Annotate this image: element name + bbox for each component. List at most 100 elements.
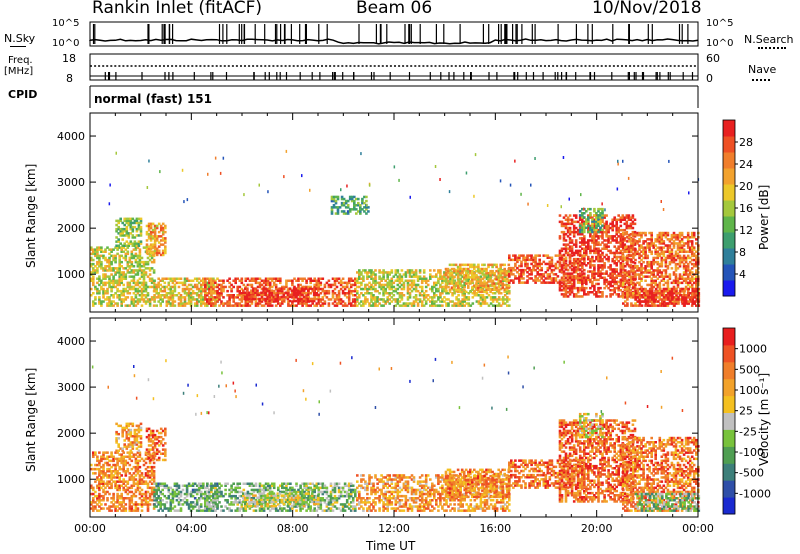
heatmap-cell [686,265,690,268]
heatmap-cell [140,275,144,278]
heatmap-cell [159,296,162,299]
heatmap-cell [274,299,277,303]
heatmap-cell [678,260,682,264]
heatmap-cell [157,241,161,244]
heatmap-cell [102,267,105,270]
heatmap-cell [456,267,460,271]
heatmap-cell [558,284,562,288]
heatmap-cell [560,257,564,261]
heatmap-cell [670,238,674,241]
heatmap-cell [153,228,157,232]
heatmap-cell [349,285,353,289]
heatmap-cell [583,241,586,244]
heatmap-cell [330,208,334,211]
heatmap-cell [554,273,558,276]
heatmap-cell [650,231,653,235]
heatmap-cell [370,300,373,303]
heatmap-cell [388,302,391,305]
heatmap-cell [648,300,652,303]
heatmap-cell [485,274,488,277]
heatmap-cell [654,300,657,303]
heatmap-cell [159,294,162,297]
heatmap-cell [246,302,250,305]
heatmap-cell [467,279,471,282]
heatmap-cell [692,265,696,268]
heatmap-cell [650,260,653,264]
freq-series [90,65,698,80]
heatmap-cell [656,277,660,280]
heatmap-cell [558,251,562,255]
heatmap-cell [412,283,416,287]
heatmap-cell [347,294,351,297]
heatmap-cell [130,285,134,289]
heatmap-cell [507,269,511,273]
heatmap-cell [104,258,107,262]
heatmap-cell [574,262,578,265]
heatmap-cell [564,258,568,262]
heatmap-cell [327,285,331,289]
heatmap-cell [576,268,580,272]
heatmap-cell [345,285,349,289]
heatmap-cell [161,294,164,297]
heatmap-cell [581,216,584,219]
heatmap-cell [475,276,478,279]
heatmap-cell [195,304,199,307]
heatmap-cell [416,277,420,280]
heatmap-cell [526,266,529,270]
heatmap-cell [128,271,132,274]
heatmap-cell [202,296,205,299]
heatmap-cell [463,296,466,299]
heatmap-cell [566,247,570,250]
heatmap-cell [609,274,612,277]
heatmap-cell [583,212,586,215]
heatmap-cell [574,249,578,253]
heatmap-cell [339,287,343,291]
heatmap-cell [650,296,654,299]
heatmap-cell [230,287,233,291]
heatmap-cell [116,296,119,299]
heatmap-cell [464,263,468,267]
heatmap-cell [224,302,227,305]
heatmap-cell [512,266,515,270]
heatmap-cell [370,285,373,289]
heatmap-cell [140,260,144,264]
heatmap-cell [402,285,406,289]
heatmap-cell [568,230,572,234]
heatmap-cell [487,280,490,283]
heatmap-cell [688,273,692,276]
heatmap-cell [568,272,572,275]
heatmap-cell [583,243,586,246]
heatmap-cell [424,300,428,303]
heatmap-cell [483,267,486,271]
heatmap-cell [400,287,404,291]
heatmap-cell [630,281,633,285]
heatmap-cell [503,267,506,271]
heatmap-cell [177,285,181,289]
heatmap-cell [485,292,489,295]
heatmap-cell [650,265,653,268]
heatmap-cell [692,277,696,280]
heatmap-cell [599,286,602,290]
heatmap-cell [487,284,490,287]
heatmap-cell [572,284,576,288]
heatmap-cell [632,281,635,285]
heatmap-cell [693,302,696,305]
heatmap-cell [558,257,562,261]
heatmap-cell [230,283,233,287]
heatmap-cell [163,294,167,297]
heatmap-cell [422,296,426,299]
heatmap-cell [149,245,153,248]
heatmap-cell [636,300,640,303]
heatmap-cell [408,292,412,295]
heatmap-cell [680,248,684,251]
heatmap-cell [465,298,468,301]
heatmap-cell [654,275,657,278]
heatmap-cell [384,287,387,291]
heatmap-cell [619,220,623,224]
heatmap-cell [372,281,375,285]
heatmap-cell [216,292,219,295]
heatmap-cell [534,279,537,282]
heatmap-cell [144,260,148,264]
heatmap-cell [333,300,337,303]
heatmap-cell [301,285,304,289]
